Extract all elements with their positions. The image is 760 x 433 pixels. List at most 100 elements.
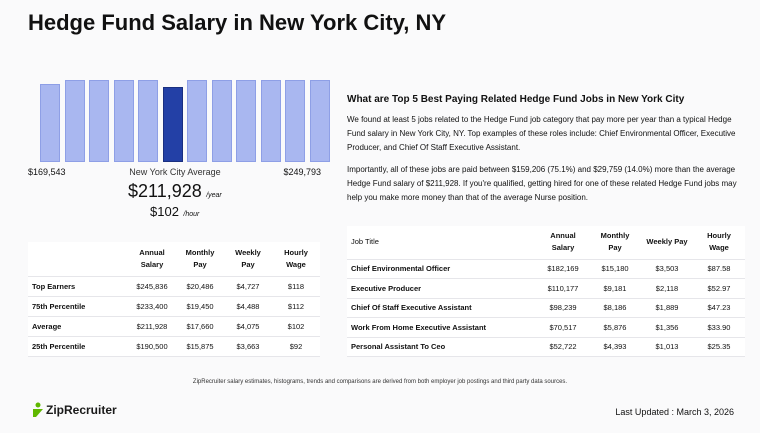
table-cell: $15,180 <box>589 259 641 279</box>
histogram-bar <box>236 80 256 162</box>
histogram-bar <box>309 80 330 162</box>
histogram-bar <box>113 80 134 162</box>
table-cell: $9,181 <box>589 278 641 299</box>
table-cell: 75th Percentile <box>28 296 128 317</box>
table-cell: $17,660 <box>176 316 224 337</box>
header-row: Job Title Annual Salary Monthly Pay Weekly … <box>347 226 745 260</box>
table-cell: $70,517 <box>537 317 589 338</box>
related-heading: What are Top 5 Best Paying Related Hedge… <box>347 94 685 105</box>
table-row: Work From Home Executive Assistant $70,51… <box>347 317 745 338</box>
header-cell: Hourly Wage <box>693 226 745 260</box>
header-cell: Annual Salary <box>128 242 176 277</box>
table-cell: $190,500 <box>128 336 176 357</box>
average-salary: $211,928 /year <box>128 181 222 202</box>
table-cell: $4,075 <box>224 316 272 337</box>
table-cell: $118 <box>272 276 320 297</box>
table-cell: $182,169 <box>537 259 589 279</box>
table-row: Chief Of Staff Executive Assistant $98,23… <box>347 298 745 318</box>
table-cell: Work From Home Executive Assistant <box>347 317 537 338</box>
table-cell: $2,118 <box>641 278 693 299</box>
table-cell: $52,722 <box>537 337 589 357</box>
average-unit: /year <box>206 192 222 199</box>
table-cell: $15,875 <box>176 336 224 357</box>
hourly-value: $102 <box>150 204 179 219</box>
table-cell: $5,876 <box>589 317 641 338</box>
table-cell: $87.58 <box>693 259 745 279</box>
table-cell: $245,836 <box>128 276 176 297</box>
table-cell: Chief Of Staff Executive Assistant <box>347 298 537 318</box>
table-cell: Top Earners <box>28 276 128 297</box>
table-cell: $3,663 <box>224 336 272 357</box>
histogram-bar <box>285 80 305 162</box>
page-title: Hedge Fund Salary in New York City, NY <box>28 10 447 35</box>
table-cell: $3,503 <box>641 259 693 279</box>
header-cell <box>28 242 128 277</box>
table-cell: $19,450 <box>176 296 224 317</box>
table-cell: $20,486 <box>176 276 224 297</box>
table-cell: $110,177 <box>537 278 589 299</box>
header-cell: Annual Salary <box>537 226 589 260</box>
header-cell: Monthly Pay <box>176 242 224 277</box>
paragraph: Importantly, all of these jobs are paid … <box>347 165 737 202</box>
header-cell: Weekly Pay <box>641 226 693 260</box>
histogram <box>0 0 340 170</box>
table-cell: $4,393 <box>589 337 641 357</box>
table-cell: $112 <box>272 296 320 317</box>
table-cell: $4,488 <box>224 296 272 317</box>
paragraph: We found at least 5 jobs related to the … <box>347 115 736 152</box>
table-cell: Average <box>28 316 128 337</box>
table-row: Average $211,928 $17,660 $4,075 $102 <box>28 316 320 337</box>
table-cell: $211,928 <box>128 316 176 337</box>
table-cell: $1,013 <box>641 337 693 357</box>
percentile-table: Annual Salary Monthly Pay Weekly Pay Hourly… <box>28 242 320 357</box>
table-cell: $52.97 <box>693 278 745 299</box>
header-cell: Hourly Wage <box>272 242 320 277</box>
histogram-bar <box>162 87 183 162</box>
table-cell: $102 <box>272 316 320 337</box>
table-row: Executive Producer $110,177 $9,181 $2,118 $5… <box>347 278 745 299</box>
table-cell: $92 <box>272 336 320 357</box>
hourly-salary: $102 /hour <box>150 203 199 221</box>
table-row: Personal Assistant To Ceo $52,722 $4,393 $1… <box>347 337 745 357</box>
logo-text: ZipRecruiter <box>46 403 117 417</box>
jobs-table: Job Title Annual Salary Monthly Pay Weekly … <box>347 226 745 357</box>
histogram-bar <box>138 80 158 162</box>
header-cell: Monthly Pay <box>589 226 641 260</box>
last-updated: Last Updated : March 3, 2026 <box>615 407 734 417</box>
table-cell: Chief Environmental Officer <box>347 259 537 279</box>
table-cell: $33.90 <box>693 317 745 338</box>
table-cell: $4,727 <box>224 276 272 297</box>
table-cell: $47.23 <box>693 298 745 318</box>
table-cell: Personal Assistant To Ceo <box>347 337 537 357</box>
logo: ZipRecruiter <box>32 402 117 418</box>
histogram-bar <box>40 84 60 162</box>
table-row: Chief Environmental Officer $182,169 $15,1… <box>347 259 745 279</box>
table-cell: $25.35 <box>693 337 745 357</box>
hourly-unit: /hour <box>183 211 200 218</box>
max-label: $249,793 <box>283 167 321 177</box>
table-cell: Executive Producer <box>347 278 537 299</box>
histogram-bar <box>211 80 232 162</box>
table-cell: $1,356 <box>641 317 693 338</box>
table-cell: $233,400 <box>128 296 176 317</box>
header-cell: Job Title <box>347 226 537 260</box>
histogram-bar <box>260 80 281 162</box>
min-label: $169,543 <box>28 167 66 177</box>
table-cell: $98,239 <box>537 298 589 318</box>
header-row: Annual Salary Monthly Pay Weekly Pay Hourly… <box>28 242 320 277</box>
table-row: 75th Percentile $233,400 $19,450 $4,488 $112 <box>28 296 320 317</box>
logo-icon <box>33 402 43 417</box>
table-cell: $8,186 <box>589 298 641 318</box>
center-label: New York City Average <box>129 167 221 177</box>
table-row: 25th Percentile $190,500 $15,875 $3,663 $92 <box>28 336 320 357</box>
histogram-bar <box>64 80 85 162</box>
table-cell: 25th Percentile <box>28 336 128 357</box>
table-cell: $1,889 <box>641 298 693 318</box>
footnote: ZipRecruiter salary estimates, histogram… <box>192 379 568 385</box>
histogram-bar <box>187 80 207 162</box>
table-row: Top Earners $245,836 $20,486 $4,727 $118 <box>28 276 320 297</box>
header-cell: Weekly Pay <box>224 242 272 277</box>
histogram-bar <box>89 80 109 162</box>
average-value: $211,928 <box>128 181 202 201</box>
